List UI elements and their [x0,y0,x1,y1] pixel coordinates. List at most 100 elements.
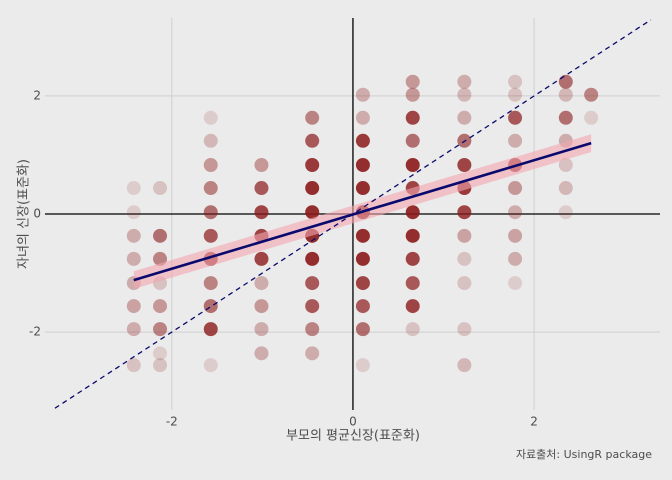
point [203,276,218,291]
y-axis-label: 자녀의 신장(표준화) [17,159,32,269]
point [254,205,269,220]
point [355,358,370,373]
point [305,251,320,266]
point [457,358,472,373]
point [508,110,523,125]
point [126,299,141,314]
point [305,276,320,291]
point [457,322,472,337]
point [305,158,320,172]
point [508,228,523,243]
point [457,251,472,266]
point [153,181,168,196]
point [254,181,269,196]
point [355,181,370,196]
point [126,322,141,337]
x-tick-label: 2 [530,415,538,429]
point [126,358,141,373]
point [153,346,168,361]
point [508,87,523,102]
point [153,228,168,243]
regression-line [133,141,592,282]
point [153,299,168,314]
point [457,110,472,125]
point [558,181,573,196]
point [203,228,218,243]
point [203,181,218,196]
point [203,110,218,125]
point [305,299,320,314]
point [558,205,573,220]
point [203,322,218,337]
point [355,299,370,314]
point [558,110,573,125]
point [457,228,472,243]
point [305,322,320,337]
point [508,181,523,196]
point [405,276,420,291]
point [405,158,420,172]
point [126,181,141,196]
point [355,322,370,337]
point [405,322,420,337]
point [405,110,420,125]
point [405,299,420,314]
point [355,110,370,125]
point [405,133,420,148]
point [508,205,523,220]
point [457,158,472,172]
point [126,205,141,220]
point [203,158,218,172]
point [457,205,472,220]
point [254,276,269,291]
point [405,205,420,220]
point [254,346,269,361]
point [508,251,523,266]
point [405,228,420,243]
point [126,228,141,243]
x-tick-label: -2 [166,415,178,429]
point [355,251,370,266]
x-tick-label: 0 [349,415,357,429]
y-tick-label: 0 [33,207,41,221]
point [355,87,370,102]
point [508,74,523,89]
point [254,299,269,314]
point [355,133,370,148]
point [457,276,472,291]
point [558,74,573,89]
point [305,205,320,220]
point [254,158,269,172]
point [254,251,269,266]
point [558,87,573,102]
plot-area [45,18,660,410]
point [584,87,599,102]
point [457,87,472,102]
caption: 자료출처: UsingR package [516,448,652,461]
point [203,299,218,314]
point [203,205,218,220]
point [355,228,370,243]
point [508,133,523,148]
point [254,322,269,337]
point [305,110,320,125]
y-tick-label: -2 [29,325,41,339]
point [305,181,320,196]
point [153,322,168,337]
point [584,110,599,125]
point [405,74,420,89]
point [508,276,523,291]
point [355,276,370,291]
y-tick-label: 2 [33,88,41,102]
point [355,158,370,172]
point [558,158,573,172]
point [405,87,420,102]
point [405,251,420,266]
point [126,251,141,266]
point [305,346,320,361]
x-axis-label: 부모의 평균신장(표준화) [286,429,420,444]
point [203,133,218,148]
point [203,358,218,373]
point [457,74,472,89]
